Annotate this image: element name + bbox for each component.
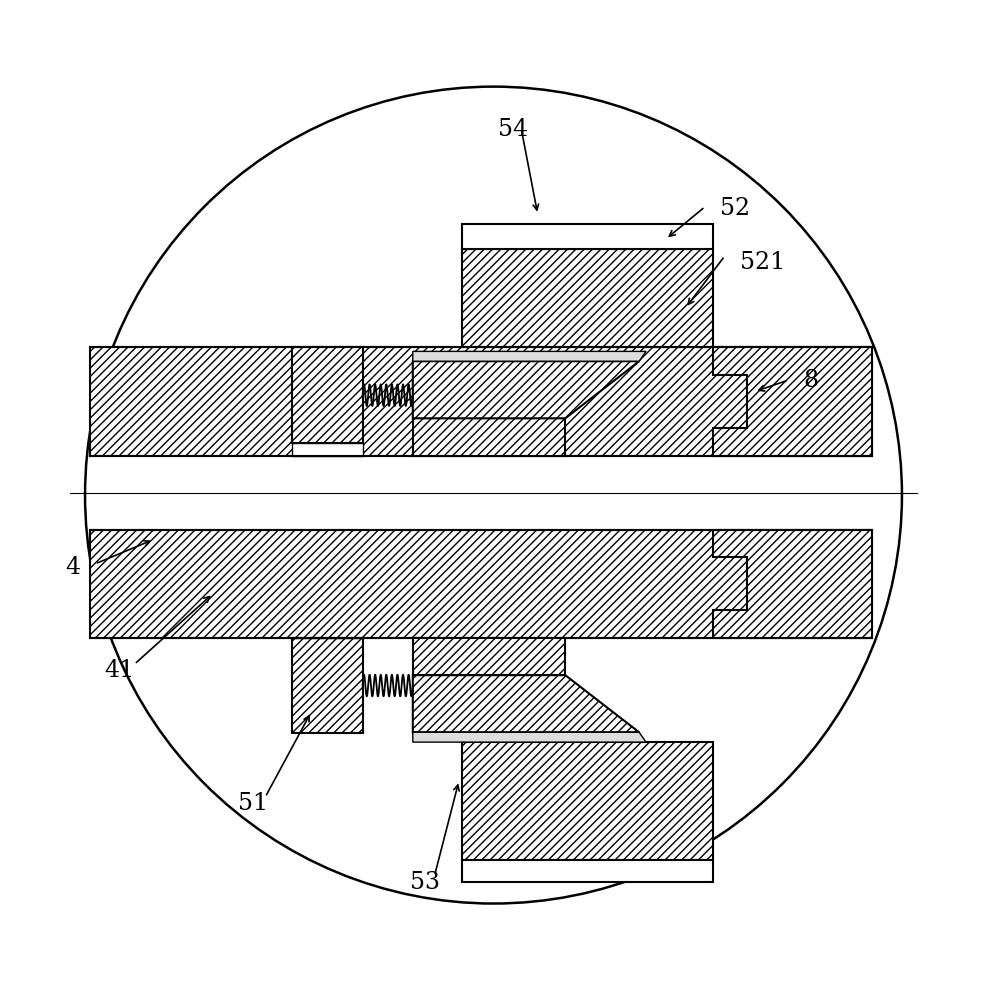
Bar [292,347,362,443]
Text: 41: 41 [105,659,135,682]
Polygon shape [412,732,646,742]
Bar [461,742,712,860]
Text: 52: 52 [719,197,749,220]
Bar [461,224,712,249]
Polygon shape [412,361,639,418]
Bar [90,347,872,456]
Text: 4: 4 [65,556,81,579]
Bar [412,418,565,456]
Bar [412,638,565,675]
Polygon shape [412,351,646,361]
Bar [292,638,362,733]
Text: 51: 51 [238,792,267,815]
Bar [461,249,712,347]
Text: 54: 54 [498,118,528,141]
Polygon shape [412,675,639,732]
Text: 521: 521 [739,251,784,274]
Bar [461,860,712,882]
Bar [90,530,872,638]
Polygon shape [712,347,872,456]
Text: 53: 53 [409,871,440,894]
Bar [292,443,362,456]
Text: 8: 8 [803,369,817,392]
Polygon shape [712,530,872,638]
